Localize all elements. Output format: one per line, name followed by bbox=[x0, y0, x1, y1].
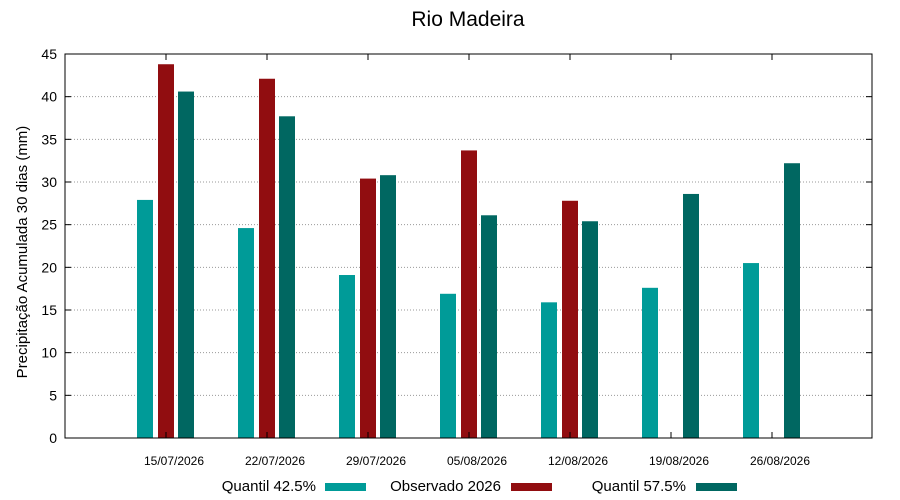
x-tick-label: 26/08/2026 bbox=[750, 454, 810, 468]
bar bbox=[784, 163, 800, 438]
y-tick-label: 15 bbox=[41, 302, 57, 318]
bar bbox=[541, 302, 557, 438]
grid-lines bbox=[65, 96, 872, 396]
y-tick-label: 10 bbox=[41, 345, 57, 361]
bar bbox=[238, 228, 254, 438]
y-tick-label: 40 bbox=[41, 89, 57, 105]
bars bbox=[137, 64, 800, 439]
y-axis-label: Precipitação Acumulada 30 dias (mm) bbox=[14, 126, 31, 379]
bar bbox=[642, 287, 658, 438]
legend-label: Quantil 57.5% bbox=[592, 478, 686, 495]
bar bbox=[279, 116, 295, 438]
y-tick-label: 25 bbox=[41, 217, 57, 233]
x-tick-label: 29/07/2026 bbox=[346, 454, 406, 468]
bar bbox=[481, 215, 497, 438]
bar bbox=[137, 199, 153, 438]
y-tick-label: 5 bbox=[49, 387, 57, 403]
legend-swatch bbox=[696, 483, 737, 491]
legend: Quantil 42.5% Observado 2026 Quantil 57.5% bbox=[222, 478, 737, 495]
bar bbox=[582, 221, 598, 438]
x-tick-label: 22/07/2026 bbox=[245, 454, 305, 468]
bar bbox=[259, 78, 275, 438]
y-tick-label: 35 bbox=[41, 131, 57, 147]
bar bbox=[440, 293, 456, 438]
x-tick-label: 05/08/2026 bbox=[447, 454, 507, 468]
bar bbox=[743, 263, 759, 438]
legend-label: Quantil 42.5% bbox=[222, 478, 316, 495]
y-tick-label: 20 bbox=[41, 259, 57, 275]
legend-label: Observado 2026 bbox=[390, 478, 501, 495]
bar bbox=[562, 200, 578, 438]
bar bbox=[360, 178, 376, 438]
axis-ticks: 0 5 10 15 20 25 30 35 40 45 15/07/2026 22/07/2026 29… bbox=[41, 46, 872, 468]
y-tick-label: 0 bbox=[49, 430, 57, 446]
chart-title: Rio Madeira bbox=[411, 8, 525, 31]
x-tick-label: 19/08/2026 bbox=[649, 454, 709, 468]
x-tick-label: 12/08/2026 bbox=[548, 454, 608, 468]
x-tick-label: 15/07/2026 bbox=[144, 454, 204, 468]
bar bbox=[380, 175, 396, 438]
bar bbox=[158, 64, 174, 439]
legend-swatch bbox=[325, 483, 366, 491]
legend-swatch bbox=[511, 483, 552, 491]
bar bbox=[178, 91, 194, 439]
y-tick-label: 45 bbox=[41, 46, 57, 62]
y-tick-label: 30 bbox=[41, 174, 57, 190]
bar bbox=[461, 150, 477, 438]
bar bbox=[683, 193, 699, 438]
bar bbox=[339, 275, 355, 438]
